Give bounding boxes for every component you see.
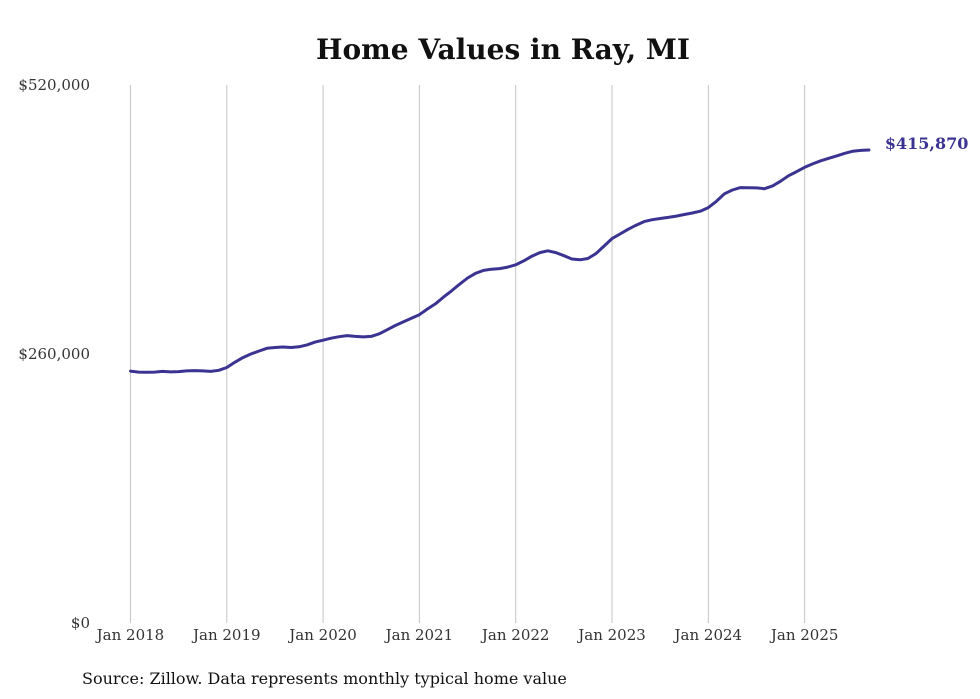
x-axis-ticks: Jan 2018 Jan 2019 Jan 2020 Jan 2021 Jan 2022… [95,626,839,644]
x-tick-label: Jan 2019 [191,626,261,644]
x-tick-label: Jan 2021 [384,626,454,644]
x-tick-label: Jan 2025 [769,626,839,644]
gridlines [129,85,806,623]
y-axis-ticks: $0 $260,000 $520,000 [18,76,90,632]
x-tick-label: Jan 2023 [576,626,646,644]
y-tick-label: $520,000 [18,76,90,94]
chart-title: Home Values in Ray, MI [316,33,690,66]
x-tick-label: Jan 2020 [287,626,357,644]
series-line-home-value [129,148,871,374]
source-note: Source: Zillow. Data represents monthly … [82,669,567,688]
x-tick-label: Jan 2024 [673,626,743,644]
x-tick-label: Jan 2022 [480,626,550,644]
x-tick-label: Jan 2018 [95,626,165,644]
y-tick-label: $0 [71,614,90,632]
y-tick-label: $260,000 [18,345,90,363]
end-value-label: $415,870 [885,134,969,153]
